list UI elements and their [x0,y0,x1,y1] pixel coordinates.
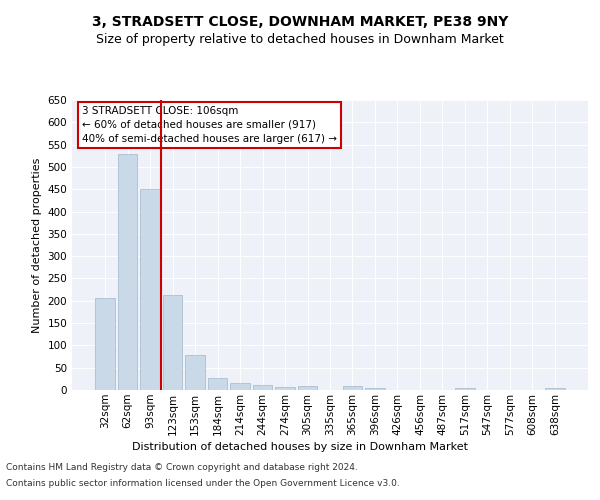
Text: 3 STRADSETT CLOSE: 106sqm
← 60% of detached houses are smaller (917)
40% of semi: 3 STRADSETT CLOSE: 106sqm ← 60% of detac… [82,106,337,144]
Text: Distribution of detached houses by size in Downham Market: Distribution of detached houses by size … [132,442,468,452]
Bar [208,378,227,390]
Bar [275,387,295,390]
Bar [163,296,182,390]
Bar [298,386,317,390]
Bar [230,384,250,390]
Bar [343,386,362,390]
Text: Contains public sector information licensed under the Open Government Licence v3: Contains public sector information licen… [6,478,400,488]
Bar [455,388,475,390]
Y-axis label: Number of detached properties: Number of detached properties [32,158,42,332]
Text: Size of property relative to detached houses in Downham Market: Size of property relative to detached ho… [96,32,504,46]
Text: Contains HM Land Registry data © Crown copyright and database right 2024.: Contains HM Land Registry data © Crown c… [6,464,358,472]
Bar [95,298,115,390]
Bar [365,388,385,390]
Bar [140,189,160,390]
Bar [185,355,205,390]
Bar [253,384,272,390]
Bar [118,154,137,390]
Bar [545,388,565,390]
Text: 3, STRADSETT CLOSE, DOWNHAM MARKET, PE38 9NY: 3, STRADSETT CLOSE, DOWNHAM MARKET, PE38… [92,15,508,29]
